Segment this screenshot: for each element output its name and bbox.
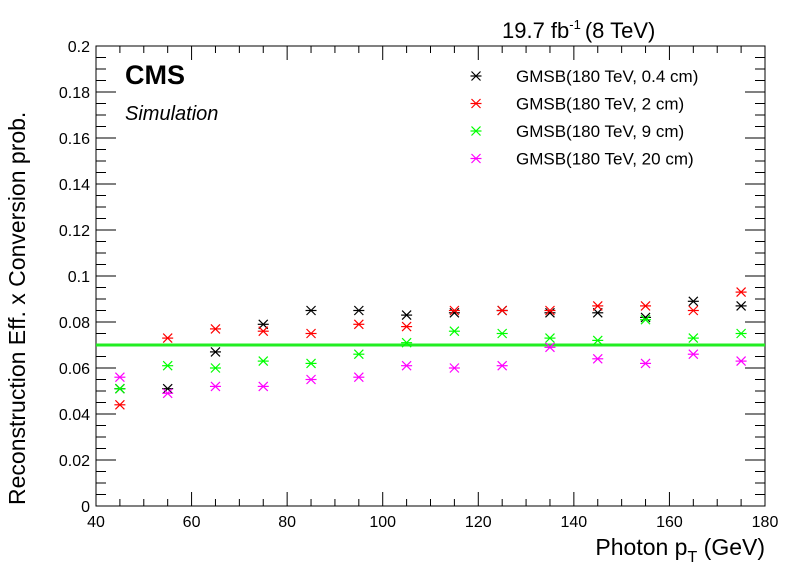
legend-marker-0 xyxy=(470,71,482,81)
data-point-series-3 xyxy=(257,381,269,392)
data-point-series-1 xyxy=(162,333,174,344)
data-point-series-1 xyxy=(735,287,747,298)
data-point-series-2 xyxy=(401,337,413,348)
x-axis-title-main: Photon p xyxy=(595,534,687,560)
x-tick-label: 140 xyxy=(561,514,588,531)
data-point-series-0 xyxy=(257,319,269,330)
data-point-series-2 xyxy=(353,349,365,360)
data-point-series-0 xyxy=(353,305,365,316)
data-point-series-0 xyxy=(401,310,413,321)
y-axis-title: Reconstruction Eff. x Conversion prob. xyxy=(4,112,30,505)
legend-label-0: GMSB(180 TeV, 0.4 cm) xyxy=(516,67,698,86)
data-point-series-2 xyxy=(544,333,556,344)
data-point-series-1 xyxy=(209,323,221,334)
y-tick-label: 0.08 xyxy=(59,315,90,332)
data-point-series-1 xyxy=(496,305,508,316)
x-axis-title-unit: (GeV) xyxy=(697,534,765,560)
y-tick-label: 0.18 xyxy=(59,85,90,102)
cms-label: CMS xyxy=(125,60,185,90)
data-point-series-0 xyxy=(592,307,604,318)
simulation-label: Simulation xyxy=(125,103,218,125)
data-point-series-0 xyxy=(305,305,317,316)
y-tick-label: 0.12 xyxy=(59,223,90,240)
lumi-value: 19.7 fb xyxy=(502,18,569,43)
y-tick-label: 0.02 xyxy=(59,453,90,470)
data-points xyxy=(114,287,747,410)
data-point-series-2 xyxy=(305,358,317,369)
x-tick-label: 160 xyxy=(656,514,683,531)
y-tick-label: 0.06 xyxy=(59,361,90,378)
y-tick-label: 0.14 xyxy=(59,177,90,194)
data-point-series-3 xyxy=(687,349,699,360)
x-tick-label: 80 xyxy=(278,514,296,531)
data-point-series-2 xyxy=(114,383,126,394)
data-point-series-2 xyxy=(448,326,460,337)
data-point-series-2 xyxy=(257,356,269,367)
y-tick-label: 0.04 xyxy=(59,407,90,424)
x-tick-label: 40 xyxy=(87,514,105,531)
y-tick-label: 0.16 xyxy=(59,131,90,148)
x-tick-label: 180 xyxy=(752,514,779,531)
data-point-series-2 xyxy=(640,314,652,325)
y-tick-label: 0 xyxy=(81,499,90,516)
data-point-series-3 xyxy=(209,381,221,392)
data-point-series-0 xyxy=(687,296,699,307)
data-point-series-1 xyxy=(544,305,556,316)
data-point-series-3 xyxy=(496,360,508,371)
data-point-series-2 xyxy=(496,328,508,339)
data-point-series-0 xyxy=(448,307,460,318)
data-point-series-2 xyxy=(162,360,174,371)
data-point-series-3 xyxy=(353,372,365,383)
x-axis-title-sub: T xyxy=(687,549,697,566)
x-axis-title: Photon pT (GeV) xyxy=(595,534,765,566)
x-tick-label: 120 xyxy=(465,514,492,531)
y-tick-label: 0.2 xyxy=(68,39,90,56)
legend-label-3: GMSB(180 TeV, 20 cm) xyxy=(516,150,694,169)
data-point-series-2 xyxy=(592,335,604,346)
data-point-series-3 xyxy=(162,388,174,399)
data-point-series-1 xyxy=(592,300,604,311)
data-point-series-1 xyxy=(114,399,126,410)
x-tick-label: 100 xyxy=(369,514,396,531)
x-tick-label: 60 xyxy=(183,514,201,531)
data-point-series-1 xyxy=(401,321,413,332)
legend-marker-3 xyxy=(470,153,482,164)
data-point-series-0 xyxy=(544,307,556,318)
data-point-series-1 xyxy=(448,305,460,316)
data-point-series-0 xyxy=(209,346,221,357)
data-point-series-3 xyxy=(401,360,413,371)
data-point-series-1 xyxy=(687,305,699,316)
data-point-series-0 xyxy=(735,300,747,311)
data-point-series-3 xyxy=(114,372,126,383)
lumi-exponent: -1 xyxy=(569,17,581,32)
lumi-energy: (8 TeV) xyxy=(585,18,656,43)
lumi-label: 19.7 fb-1 (8 TeV) xyxy=(502,17,655,43)
legend-marker-1 xyxy=(470,98,482,109)
legend-marker-2 xyxy=(470,126,482,136)
data-point-series-1 xyxy=(257,326,269,337)
data-point-series-0 xyxy=(640,312,652,323)
data-point-series-2 xyxy=(735,328,747,339)
tick-labels: 40 60 80 100 120 140 160 180 0 0.02 0.04 0.06 0.08 0.… xyxy=(59,39,779,531)
legend-label-1: GMSB(180 TeV, 2 cm) xyxy=(516,95,684,114)
data-point-series-3 xyxy=(640,358,652,369)
data-point-series-1 xyxy=(640,300,652,311)
axis-ticks xyxy=(95,45,766,507)
y-tick-label: 0.1 xyxy=(68,269,90,286)
data-point-series-1 xyxy=(305,328,317,339)
data-point-series-1 xyxy=(353,319,365,330)
data-point-series-0 xyxy=(162,383,174,394)
data-point-series-3 xyxy=(735,356,747,367)
data-point-series-2 xyxy=(209,363,221,373)
data-point-series-3 xyxy=(305,374,317,385)
data-point-series-3 xyxy=(448,363,460,373)
legend: GMSB(180 TeV, 0.4 cm) GMSB(180 TeV, 2 cm)… xyxy=(470,67,698,169)
legend-label-2: GMSB(180 TeV, 9 cm) xyxy=(516,122,684,141)
data-point-series-3 xyxy=(592,353,604,364)
data-point-series-3 xyxy=(544,342,556,353)
data-point-series-2 xyxy=(687,333,699,344)
